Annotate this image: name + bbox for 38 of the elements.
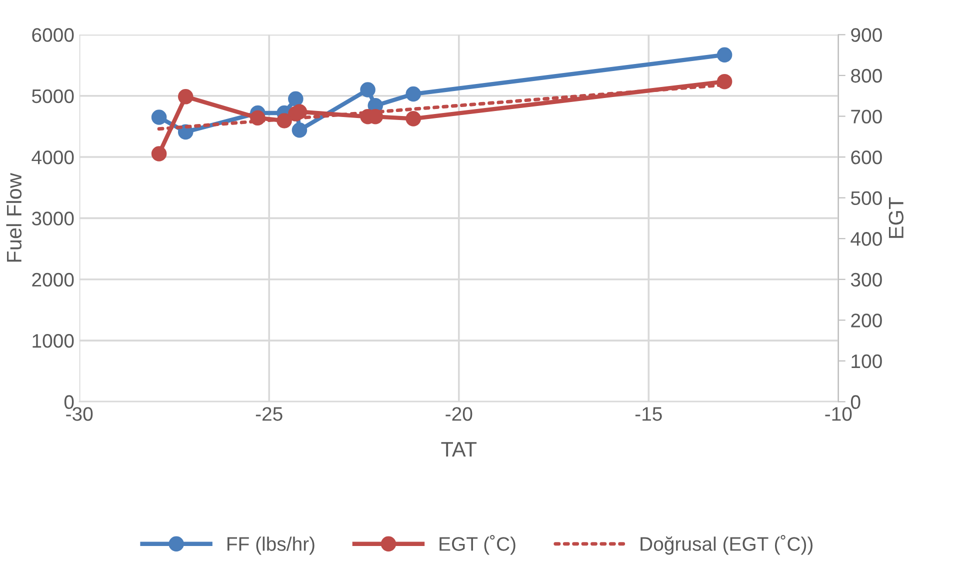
point	[178, 89, 194, 104]
y2-tick-label: 700	[851, 110, 882, 124]
point	[151, 110, 167, 125]
y2-axis-title: EGT	[888, 197, 904, 238]
y2-tick-label: 0	[850, 395, 860, 409]
legend-label: FF (lbs/hr)	[228, 536, 314, 555]
point	[151, 146, 167, 162]
point	[360, 82, 376, 98]
point	[716, 74, 732, 90]
y-tick-label: 5000	[32, 89, 74, 104]
y2-tick-label: 900	[851, 28, 882, 42]
y2-tick-label: 400	[850, 232, 882, 246]
point	[406, 111, 421, 126]
point	[288, 91, 304, 107]
point	[716, 47, 732, 63]
y-tick-label: 1000	[32, 334, 74, 348]
point	[406, 86, 421, 102]
x-tick-label: -25	[256, 407, 282, 421]
y2-tick-label: 200	[851, 314, 882, 328]
y2-tick-label: 600	[851, 150, 882, 164]
x-axis-title: TAT	[441, 442, 477, 456]
legend-label: Doğrusal (EGT (˚C))	[640, 535, 813, 555]
y-tick-label: 0	[64, 395, 74, 409]
x-tick-label: -10	[825, 407, 852, 421]
legend-label: EGT (˚C)	[440, 535, 516, 555]
y-tick-label: 4000	[32, 150, 74, 164]
point	[292, 122, 308, 138]
y2-tick-label: 500	[850, 191, 882, 206]
x-tick-label: -15	[635, 407, 662, 421]
y2-tick-label: 100	[852, 354, 882, 368]
y-axis-title: Fuel Flow	[6, 172, 22, 262]
y-tick-label: 6000	[32, 28, 74, 42]
y2-tick-label: 300	[850, 272, 882, 287]
y-tick-label: 3000	[32, 212, 74, 226]
y-tick-label: 2000	[32, 272, 74, 287]
x-tick-label: -30	[66, 407, 93, 421]
y2-tick-label: 800	[851, 68, 882, 83]
x-tick-label: -20	[446, 407, 472, 421]
